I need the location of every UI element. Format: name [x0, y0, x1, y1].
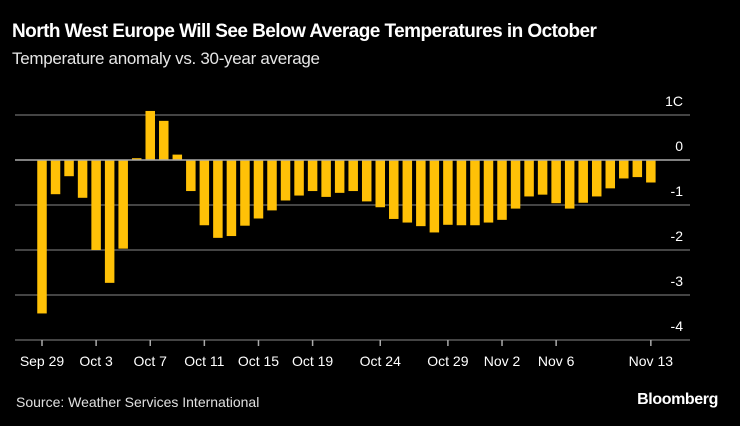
bar-nov-7 [564, 160, 575, 209]
bar-oct-2 [77, 160, 88, 198]
bar-oct-9 [172, 154, 183, 160]
x-tick-label: Sep 29 [20, 353, 65, 369]
bar-nov-9 [591, 160, 602, 197]
bar-oct-14 [240, 160, 250, 226]
bar-oct-8 [159, 120, 169, 160]
bar-oct-28 [429, 160, 440, 233]
bloomberg-logo: Bloomberg [637, 391, 718, 408]
bar-nov-11 [619, 160, 629, 179]
bar-oct-26 [402, 160, 413, 223]
bar-sep-29 [37, 160, 47, 314]
bar-oct-1 [64, 160, 74, 177]
bar-oct-21 [334, 160, 345, 193]
y-tick-label: -4 [671, 318, 684, 334]
chart-subtitle: Temperature anomaly vs. 30-year average [12, 49, 320, 68]
bar-oct-25 [389, 160, 399, 219]
bar-oct-11 [199, 160, 210, 226]
x-tick-label: Oct 15 [238, 353, 279, 369]
bar-nov-1 [483, 160, 494, 223]
bar-oct-6 [131, 158, 142, 160]
bar-oct-20 [321, 160, 331, 197]
x-tick-label: Oct 24 [360, 353, 401, 369]
bar-oct-5 [118, 160, 128, 249]
x-tick-label: Oct 3 [79, 353, 113, 369]
bar-oct-30 [456, 160, 467, 226]
bar-oct-3 [91, 160, 101, 250]
bar-nov-8 [578, 160, 588, 203]
bar-oct-15 [253, 160, 264, 219]
bar-oct-17 [280, 160, 291, 201]
bar-nov-2 [497, 160, 507, 220]
bar-sep-30 [50, 160, 61, 195]
chart-title: North West Europe Will See Below Average… [12, 21, 597, 42]
bar-oct-13 [226, 160, 237, 237]
bar-nov-5 [537, 160, 548, 195]
y-tick-label: -3 [671, 273, 684, 289]
bar-nov-13 [646, 160, 656, 183]
y-tick-label: -1 [671, 183, 684, 199]
y-tick-label: 1C [665, 93, 683, 109]
bar-nov-10 [605, 160, 616, 189]
bar-nov-12 [632, 160, 643, 178]
bar-oct-22 [348, 160, 358, 192]
y-tick-label: -2 [671, 228, 684, 244]
bar-oct-23 [361, 160, 372, 202]
x-tick-label: Oct 19 [292, 353, 333, 369]
bar-nov-6 [551, 160, 561, 204]
bar-oct-7 [145, 110, 155, 160]
bar-oct-10 [186, 160, 196, 192]
y-tick-label: 0 [675, 138, 683, 154]
bar-oct-18 [294, 160, 304, 196]
x-tick-label: Oct 29 [427, 353, 468, 369]
bar-nov-3 [510, 160, 521, 209]
bar-oct-31 [470, 160, 480, 226]
bar-oct-27 [416, 160, 426, 227]
bar-oct-24 [375, 160, 385, 208]
x-tick-label: Nov 6 [538, 353, 575, 369]
x-tick-label: Nov 13 [629, 353, 674, 369]
bar-nov-4 [524, 160, 534, 197]
bar-oct-19 [307, 160, 318, 192]
bar-oct-12 [213, 160, 223, 238]
x-tick-label: Nov 2 [484, 353, 521, 369]
source-note: Source: Weather Services International [16, 394, 260, 410]
bar-oct-29 [443, 160, 453, 225]
bar-oct-16 [267, 160, 277, 211]
x-tick-label: Oct 11 [184, 353, 224, 369]
bar-oct-4 [104, 160, 115, 283]
x-tick-label: Oct 7 [134, 353, 168, 369]
